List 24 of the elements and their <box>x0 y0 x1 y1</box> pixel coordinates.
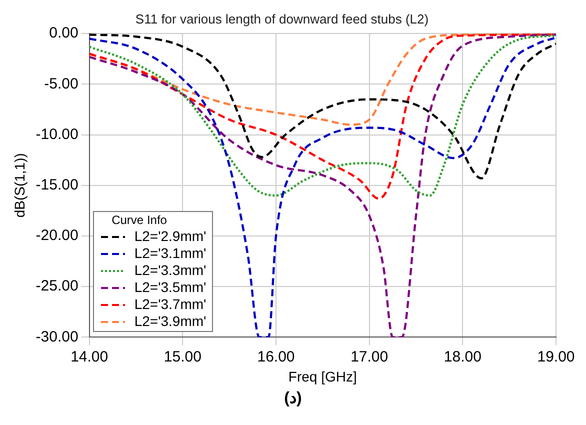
legend-title: Curve Info <box>110 213 168 228</box>
x-tick-label: 14.00 <box>70 348 108 366</box>
text: (د) <box>283 389 303 408</box>
legend-label: L2='3.5mm' <box>134 279 206 296</box>
x-tick-label: 19.00 <box>537 348 575 366</box>
y-tick-label: -20.00 <box>36 227 78 244</box>
y-tick-label: -15.00 <box>36 176 78 194</box>
legend-label: L2='3.1mm' <box>134 245 206 262</box>
x-tick-label: 18.00 <box>444 348 482 366</box>
legend-label: L2='3.7mm' <box>134 296 206 314</box>
x-axis-title: Freq [GHz] <box>288 368 357 384</box>
y-tick-label: -10.00 <box>36 126 78 143</box>
y-tick-label: -5.00 <box>44 75 78 92</box>
x-tick-label: 17.00 <box>350 348 388 366</box>
x-tick-label: 15.00 <box>164 348 202 366</box>
y-axis-title: dB(S(1,1)) <box>11 153 28 218</box>
y-tick-label: -30.00 <box>36 328 78 346</box>
y-tick-label: 0.00 <box>49 24 78 42</box>
chart-title: S11 for various length of downward feed stubs (L2) <box>135 11 429 26</box>
legend-label: L2='3.3mm' <box>134 262 206 280</box>
x-tick-label: 16.00 <box>257 348 295 366</box>
legend-label: L2='3.9mm' <box>134 313 206 330</box>
legend-label: L2='2.9mm' <box>134 228 206 246</box>
y-tick-label: -25.00 <box>36 278 78 295</box>
